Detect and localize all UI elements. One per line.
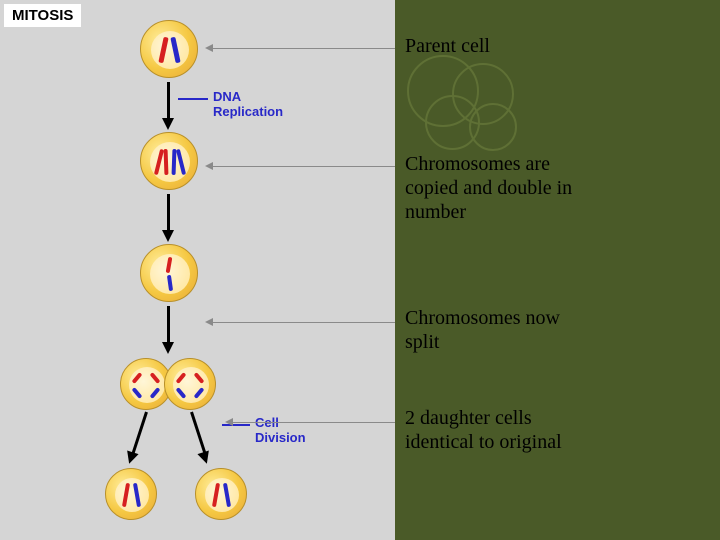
arrowhead-icon [162, 230, 174, 242]
split-cell [140, 244, 198, 302]
dna-replication-label: DNA Replication [213, 90, 283, 120]
parent-cell [140, 20, 198, 78]
arrowhead-icon [162, 118, 174, 130]
chromosome-red-icon [164, 149, 169, 175]
daughter-cell [105, 468, 157, 520]
connector-icon [178, 98, 208, 100]
callout-line-icon [233, 422, 395, 423]
ring-icon [469, 103, 517, 151]
arrowhead-icon [162, 342, 174, 354]
split-callout: Chromosomes now split [405, 306, 595, 354]
daughter-cell [195, 468, 247, 520]
parent-cell-callout: Parent cell [405, 34, 605, 58]
nucleus-icon [129, 367, 165, 403]
copied-callout: Chromosomes are copied and double in num… [405, 152, 595, 224]
arrow-icon [167, 82, 170, 120]
page-title: MITOSIS [4, 4, 81, 27]
nucleus-icon [151, 31, 189, 69]
cell-division-label: Cell Division [255, 416, 306, 446]
callout-arrow-icon [205, 318, 213, 326]
callout-arrow-icon [225, 418, 233, 426]
arrow-icon [167, 194, 170, 232]
daughter-callout: 2 daughter cells identical to original [405, 406, 605, 454]
nucleus-icon [173, 367, 209, 403]
callout-line-icon [213, 48, 395, 49]
callout-line-icon [213, 166, 395, 167]
callout-line-icon [213, 322, 395, 323]
callout-arrow-icon [205, 44, 213, 52]
copied-cell [140, 132, 198, 190]
nucleus-icon [115, 478, 149, 512]
arrow-icon [167, 306, 170, 344]
cell-half-icon [164, 358, 216, 410]
callout-arrow-icon [205, 162, 213, 170]
nucleus-icon [205, 478, 239, 512]
